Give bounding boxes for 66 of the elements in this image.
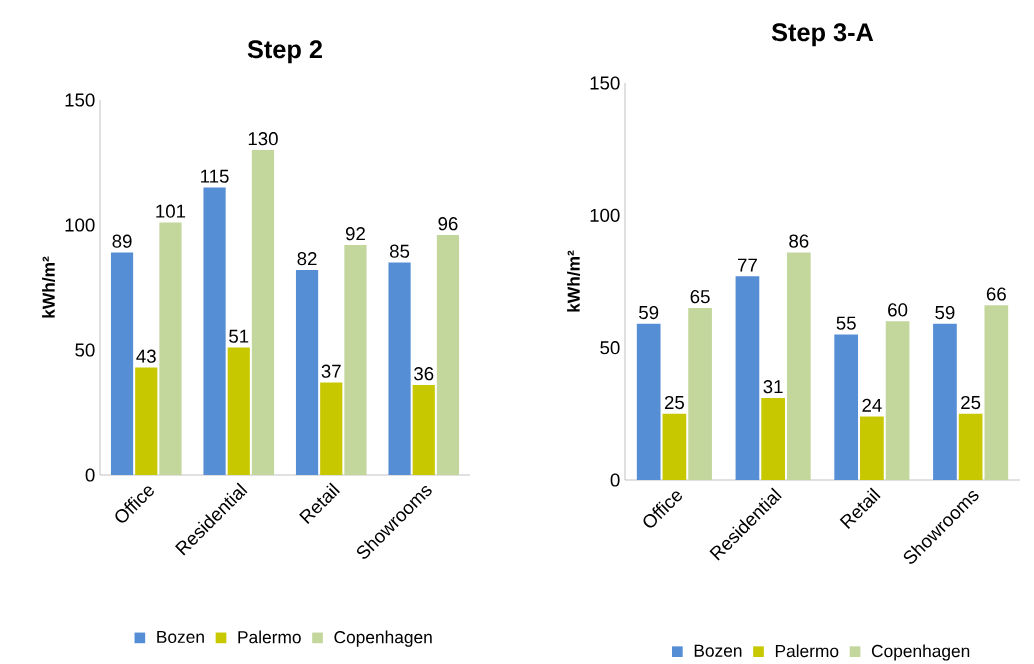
data-label: 86	[789, 234, 809, 248]
bar	[688, 307, 712, 480]
y-axis-title: kWh/m²	[567, 250, 581, 312]
y-tick-label: 150	[65, 93, 95, 107]
legend-label: Palermo	[238, 630, 301, 644]
y-tick-label: 150	[590, 76, 620, 90]
bar	[227, 347, 250, 475]
data-label: 59	[639, 305, 659, 320]
data-label: 101	[156, 204, 186, 218]
data-label: 51	[229, 329, 249, 343]
data-label: 55	[836, 316, 856, 330]
chart-title: Step 2	[247, 40, 322, 64]
data-label: 36	[414, 366, 434, 381]
data-label: 85	[389, 244, 410, 258]
data-label: 24	[862, 398, 882, 412]
y-tick-label: 0	[85, 468, 95, 482]
bar	[662, 413, 687, 480]
bar	[159, 222, 182, 475]
data-label: 115	[201, 169, 229, 183]
legend-label: Palermo	[775, 644, 839, 657]
y-tick-label: 50	[75, 343, 95, 357]
bar	[320, 382, 343, 475]
bar	[860, 416, 884, 480]
bar	[295, 269, 319, 475]
bar	[388, 262, 411, 475]
data-label: 25	[664, 395, 684, 409]
data-label: 60	[888, 303, 908, 317]
legend-label: Bozen	[157, 630, 204, 643]
data-label: 82	[297, 251, 317, 266]
legend-label: Bozen	[694, 644, 742, 657]
y-tick-label: 100	[590, 208, 620, 222]
bar	[344, 244, 367, 475]
bar	[834, 334, 859, 480]
y-axis-title: kWh/m²	[42, 256, 55, 318]
bar	[135, 367, 158, 475]
bar	[933, 323, 957, 480]
data-label: 31	[763, 379, 783, 394]
legend-label: Copenhagen	[334, 630, 432, 647]
bar	[436, 234, 460, 475]
bar	[984, 305, 1009, 480]
bar	[412, 384, 435, 475]
data-label: 77	[738, 258, 757, 272]
data-label: 43	[136, 349, 156, 363]
bar	[251, 149, 275, 475]
y-tick-label: 100	[65, 218, 95, 232]
data-label: 96	[438, 216, 458, 231]
bar	[735, 276, 760, 480]
bar	[636, 323, 661, 480]
chart-title: Step 3-A	[771, 23, 874, 47]
data-label: 66	[986, 287, 1006, 301]
bar	[885, 321, 910, 480]
data-label: 25	[961, 395, 981, 409]
bar	[203, 187, 226, 475]
bar	[958, 413, 983, 480]
legend-label: Copenhagen	[871, 644, 970, 661]
data-label: 37	[321, 364, 341, 378]
data-label: 59	[935, 305, 955, 320]
bar	[761, 397, 785, 480]
bar	[110, 252, 134, 475]
y-tick-label: 0	[610, 473, 620, 487]
data-label: 130	[248, 131, 278, 146]
y-tick-label: 50	[600, 340, 620, 355]
data-label: 92	[345, 226, 365, 241]
data-label: 89	[112, 234, 132, 248]
bar	[786, 252, 811, 480]
data-label: 65	[690, 289, 710, 304]
